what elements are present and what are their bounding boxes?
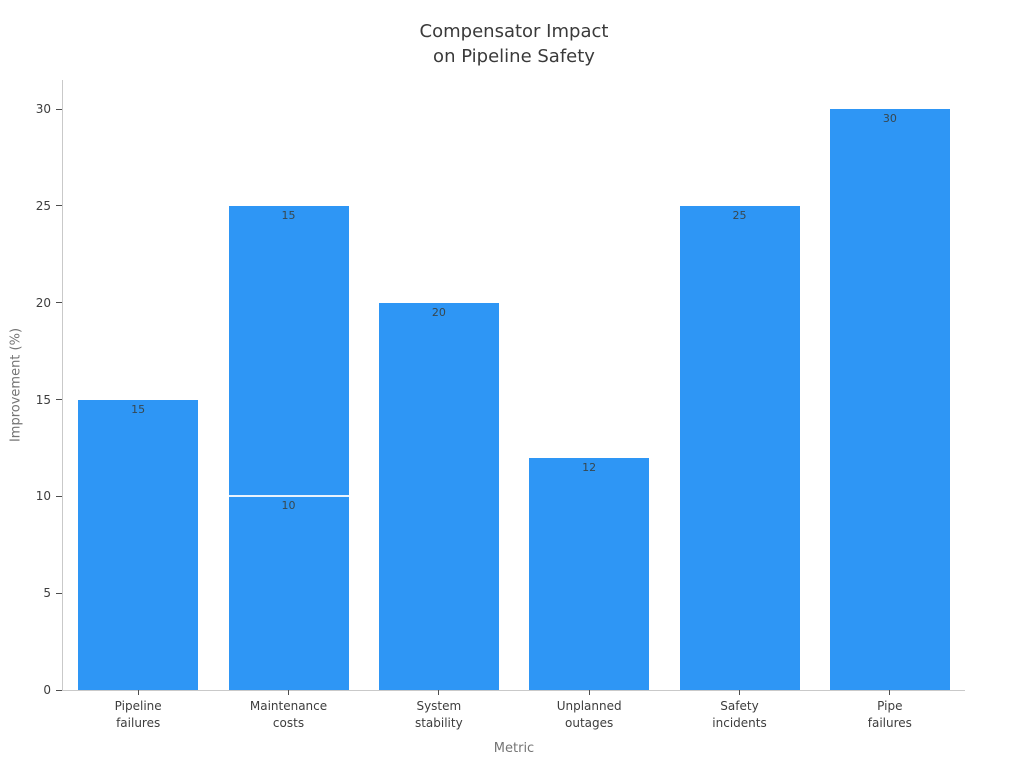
x-tick-mark [588,690,590,695]
x-tick-mark [889,690,891,695]
y-tick-label: 30 [35,102,51,117]
bar-segment [228,496,349,690]
bar-value-label: 20 [431,305,446,319]
bar-value-label: 30 [882,112,897,126]
plot-area: 0 5 10 15 20 25 30 15 Pipeline failures 10 15 Maint… [36,80,965,730]
x-category-label: Maintenance costs [249,699,328,730]
y-tick-mark [56,399,62,401]
x-tick-mark [137,690,139,695]
y-tick-label: 25 [35,198,51,213]
y-tick-label: 5 [43,586,51,601]
y-tick-mark [56,302,62,304]
y-tick-label: 10 [35,489,51,504]
x-tick-mark [438,690,440,695]
x-axis-spine [62,690,965,691]
x-category-label: Unplanned outages [556,699,622,730]
x-axis-title: Metric [493,741,535,756]
y-tick-label: 20 [35,295,51,310]
bar-segment [228,205,349,497]
bar-value-label: 15 [281,208,296,222]
x-tick-mark [288,690,289,695]
y-axis-spine [62,80,63,690]
y-tick-mark [56,495,62,497]
y-tick-label: 0 [43,683,51,697]
x-category-label: Safety incidents [712,699,767,730]
bar-value-label: 25 [732,208,747,222]
y-axis-title: Improvement (%) [8,327,24,443]
chart-title: Compensator Impact on Pipeline Safety [419,21,609,67]
segment-divider [228,495,349,498]
bar-segment [78,399,199,690]
y-tick-label: 15 [35,392,51,407]
bar-segment [679,205,800,690]
x-category-label: Pipeline failures [114,699,162,730]
x-category-label: System stability [414,699,463,730]
y-tick-mark [56,108,62,110]
bar-segment [829,109,950,690]
x-category-label: Pipe failures [867,699,912,730]
bar-segment [378,302,499,690]
bar-value-label: 12 [582,460,597,474]
bar-value-label: 15 [131,402,146,416]
x-tick-mark [739,690,740,695]
y-tick-mark [56,592,62,594]
y-tick-mark [56,205,62,207]
y-tick-mark [56,689,62,691]
bar-value-label: 10 [281,499,296,513]
bar-segment [529,457,650,690]
